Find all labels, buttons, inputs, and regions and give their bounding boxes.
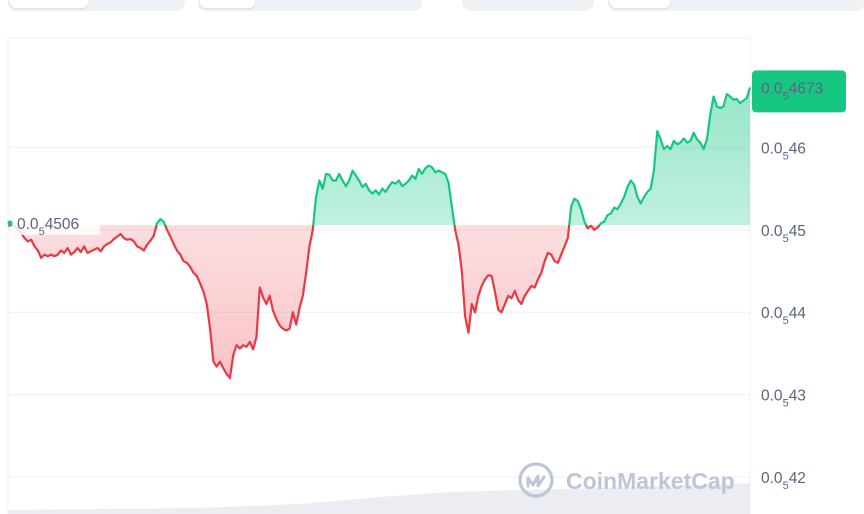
line-below-baseline — [7, 224, 602, 380]
y-tick-label-4: 0.0542 — [761, 470, 806, 492]
compare-tab-group — [462, 0, 594, 11]
watermark: CoinMarketCap — [518, 462, 735, 498]
volume-area — [8, 483, 750, 514]
coinmarketcap-logo-icon — [518, 462, 554, 498]
baseline-label-bg — [12, 212, 100, 235]
baseline-label: 0.054506 — [17, 216, 79, 238]
baseline: 0.054506 — [7, 212, 100, 238]
type-tab-group — [198, 0, 422, 11]
baseline-dot — [7, 220, 13, 226]
y-tick-label-2: 0.0544 — [761, 305, 806, 327]
range-tab-group — [8, 0, 185, 11]
y-tick-label-3: 0.0543 — [761, 388, 806, 410]
scale-tab-group — [608, 0, 864, 11]
y-tick-label-0: 0.0546 — [761, 141, 806, 163]
watermark-text: CoinMarketCap — [566, 468, 735, 494]
current-price-badge-bg — [752, 70, 846, 113]
scale-tab-selected[interactable] — [610, 0, 670, 8]
line-above-baseline — [7, 87, 752, 225]
area-below-baseline — [8, 224, 600, 379]
current-price-badge: 0.054673 — [752, 70, 846, 113]
current-price-label: 0.054673 — [761, 80, 823, 102]
chart-controls — [0, 0, 864, 14]
price-area — [8, 87, 750, 379]
volume-bars — [8, 483, 750, 514]
range-tab-selected[interactable] — [10, 0, 88, 8]
price-line — [7, 87, 752, 380]
y-axis: 0.0546 0.0545 0.0544 0.0543 0.0542 — [761, 141, 806, 492]
y-tick-label-1: 0.0545 — [761, 223, 806, 245]
area-above-baseline — [8, 87, 750, 225]
grid — [8, 146, 750, 478]
type-tab-selected[interactable] — [200, 0, 255, 8]
chart-frame — [7, 37, 751, 514]
